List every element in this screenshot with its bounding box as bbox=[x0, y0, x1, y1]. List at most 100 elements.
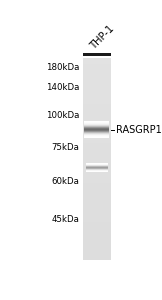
Bar bbox=[83, 159, 111, 161]
Bar bbox=[83, 124, 111, 127]
Bar bbox=[83, 90, 111, 92]
Bar bbox=[83, 76, 111, 78]
Bar bbox=[83, 70, 111, 72]
Bar bbox=[83, 72, 111, 74]
Bar bbox=[83, 88, 111, 90]
Bar bbox=[83, 60, 111, 62]
Bar bbox=[83, 62, 111, 64]
Bar bbox=[83, 118, 111, 121]
Bar bbox=[83, 92, 111, 94]
Bar bbox=[83, 232, 111, 234]
Bar bbox=[83, 53, 111, 56]
Text: 140kDa: 140kDa bbox=[46, 83, 79, 92]
Bar bbox=[83, 106, 111, 109]
Bar bbox=[83, 189, 111, 191]
Bar bbox=[83, 228, 111, 230]
Bar bbox=[83, 177, 111, 179]
Bar bbox=[83, 230, 111, 232]
Bar bbox=[83, 179, 111, 181]
Bar bbox=[83, 224, 111, 226]
Bar bbox=[83, 112, 111, 115]
Text: 100kDa: 100kDa bbox=[46, 111, 79, 120]
Bar bbox=[83, 209, 111, 211]
Bar bbox=[83, 236, 111, 238]
Bar bbox=[83, 248, 111, 250]
Text: THP-1: THP-1 bbox=[88, 23, 116, 51]
Bar bbox=[83, 195, 111, 197]
Bar bbox=[83, 96, 111, 98]
Bar bbox=[83, 147, 111, 149]
Bar bbox=[83, 218, 111, 220]
Bar bbox=[83, 98, 111, 101]
Text: 45kDa: 45kDa bbox=[51, 215, 79, 224]
Bar bbox=[83, 141, 111, 143]
Bar bbox=[83, 149, 111, 151]
Bar bbox=[83, 139, 111, 141]
Bar bbox=[83, 104, 111, 106]
Bar bbox=[83, 191, 111, 194]
Bar bbox=[83, 183, 111, 185]
Bar bbox=[83, 169, 111, 171]
Bar bbox=[83, 250, 111, 252]
Bar bbox=[83, 246, 111, 248]
Bar bbox=[83, 175, 111, 177]
Bar bbox=[83, 208, 111, 209]
Bar bbox=[83, 185, 111, 187]
Bar bbox=[83, 64, 111, 66]
Bar bbox=[83, 254, 111, 256]
Bar bbox=[83, 58, 111, 60]
Bar bbox=[83, 171, 111, 173]
Bar bbox=[83, 187, 111, 189]
Bar bbox=[83, 80, 111, 82]
Bar bbox=[83, 100, 111, 102]
Bar bbox=[83, 226, 111, 228]
Bar bbox=[83, 202, 111, 203]
Bar bbox=[83, 242, 111, 244]
Bar bbox=[83, 82, 111, 84]
Bar bbox=[83, 157, 111, 159]
Bar bbox=[83, 123, 111, 124]
Bar bbox=[83, 110, 111, 112]
Text: RASGRP1: RASGRP1 bbox=[116, 124, 161, 135]
Bar bbox=[83, 220, 111, 222]
Bar bbox=[83, 133, 111, 135]
Bar bbox=[83, 94, 111, 96]
Bar bbox=[83, 206, 111, 208]
Bar bbox=[83, 234, 111, 236]
Bar bbox=[83, 127, 111, 129]
Bar bbox=[83, 194, 111, 195]
Bar bbox=[83, 238, 111, 240]
Bar bbox=[83, 212, 111, 214]
Bar bbox=[83, 135, 111, 137]
Bar bbox=[83, 161, 111, 163]
Bar bbox=[83, 167, 111, 169]
Text: 75kDa: 75kDa bbox=[51, 143, 79, 152]
Bar bbox=[83, 145, 111, 147]
Bar bbox=[83, 131, 111, 133]
Bar bbox=[83, 66, 111, 68]
Bar bbox=[83, 78, 111, 80]
Text: 180kDa: 180kDa bbox=[46, 63, 79, 72]
Bar bbox=[83, 216, 111, 218]
Bar bbox=[83, 252, 111, 254]
Text: 60kDa: 60kDa bbox=[51, 177, 79, 186]
Bar bbox=[83, 109, 111, 110]
Bar bbox=[83, 121, 111, 123]
Bar bbox=[83, 203, 111, 206]
Bar bbox=[83, 173, 111, 175]
Bar bbox=[83, 197, 111, 200]
Bar bbox=[83, 143, 111, 145]
Bar bbox=[83, 256, 111, 258]
Bar bbox=[83, 222, 111, 224]
Bar bbox=[83, 155, 111, 157]
Bar bbox=[83, 151, 111, 153]
Bar bbox=[83, 163, 111, 165]
Bar bbox=[83, 84, 111, 86]
Bar bbox=[83, 86, 111, 88]
Bar bbox=[83, 165, 111, 167]
Bar bbox=[83, 258, 111, 260]
Bar bbox=[83, 129, 111, 131]
Bar bbox=[83, 115, 111, 117]
Bar bbox=[83, 117, 111, 118]
Bar bbox=[83, 74, 111, 76]
